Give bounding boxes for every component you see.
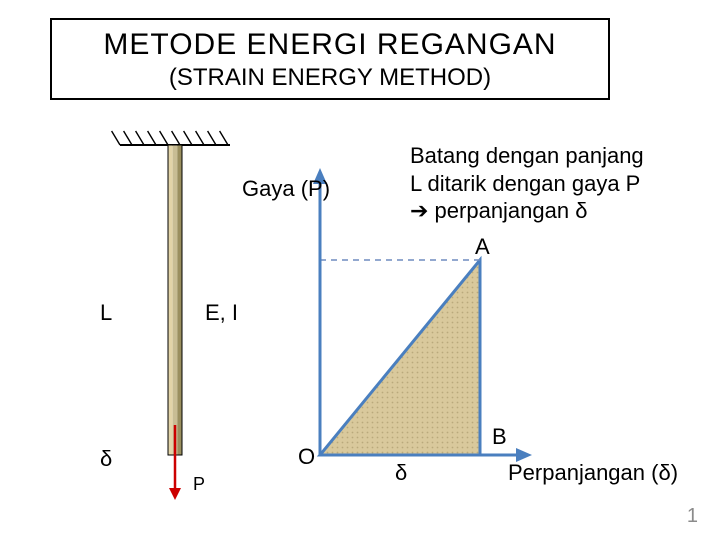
yaxis-label: Gaya (P): [242, 176, 330, 202]
bar-length-label: L: [100, 300, 112, 326]
description-text: Batang dengan panjang L ditarik dengan g…: [410, 142, 644, 225]
desc-line3: ➔ perpanjangan δ: [410, 198, 587, 223]
origin-label: O: [298, 444, 315, 470]
delta-rod-label: δ: [100, 446, 112, 472]
point-b-label: B: [492, 424, 507, 450]
force-p-label: P: [193, 474, 205, 495]
bar-properties-label: E, I: [205, 300, 238, 326]
desc-line1: Batang dengan panjang: [410, 143, 644, 168]
page-number: 1: [687, 505, 698, 528]
point-a-label: A: [475, 234, 490, 260]
desc-line2: L ditarik dengan gaya P: [410, 171, 640, 196]
xaxis-label: Perpanjangan (δ): [508, 460, 678, 486]
delta-under-axis: δ: [395, 460, 407, 486]
